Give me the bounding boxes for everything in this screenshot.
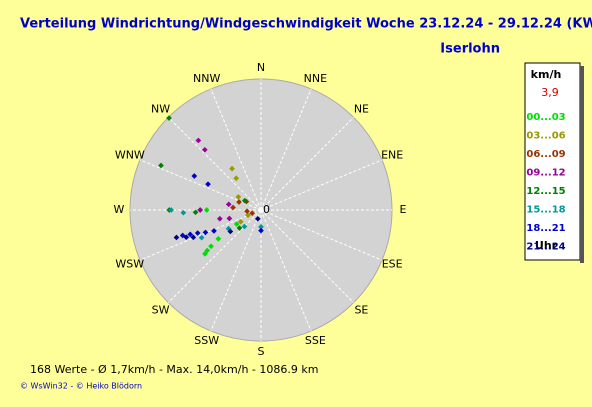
direction-label: WNW: [115, 149, 145, 162]
data-point: [233, 221, 240, 227]
legend-entry: 21...24: [526, 242, 565, 253]
legend-entry: 15...18: [526, 205, 565, 216]
data-point: [198, 234, 205, 241]
data-point: [215, 235, 222, 242]
legend-entry: 09...12: [526, 168, 565, 179]
data-point: [191, 173, 198, 179]
spoke: [260, 117, 354, 211]
direction-label: ESE: [382, 257, 403, 270]
data-point: [190, 234, 197, 241]
direction-label: ENE: [381, 149, 403, 162]
data-point: [192, 209, 199, 216]
data-point: [180, 209, 187, 216]
data-point: [258, 227, 264, 234]
spoke: [210, 88, 262, 211]
data-point: [237, 218, 244, 225]
data-point: [187, 231, 194, 238]
data-point: [258, 224, 264, 230]
data-point: [249, 210, 256, 217]
legend-shadow: [580, 66, 584, 263]
data-point: [208, 243, 214, 250]
data-point: [241, 223, 248, 230]
data-point: [235, 194, 242, 200]
data-point: [202, 146, 208, 153]
data-point: [241, 197, 248, 204]
direction-label: SSW: [194, 334, 219, 347]
direction-label: SE: [354, 303, 368, 316]
data-point: [225, 201, 232, 208]
data-point: [229, 165, 235, 172]
direction-label: SSE: [305, 334, 326, 347]
data-point: [236, 199, 242, 205]
stats: 168 Werte - Ø 1,7km/h - Max. 14,0km/h - …: [30, 363, 318, 376]
data-point: [158, 162, 164, 169]
data-point: [204, 247, 211, 254]
data-point: [173, 234, 180, 241]
legend-value: 3,9: [541, 86, 559, 99]
legend-footer: Uhr: [535, 239, 558, 252]
spoke: [260, 209, 354, 303]
direction-label: NW: [151, 103, 170, 116]
direction-label: S: [258, 345, 265, 358]
chart-subtitle: Iserlohn: [440, 42, 500, 57]
direction-label: NNE: [304, 72, 327, 85]
data-point: [244, 208, 250, 215]
copyright: © WsWin32 - © Heiko Blödorn: [20, 382, 142, 391]
legend-entry: 18...21: [526, 223, 565, 234]
legend-box: [524, 62, 581, 261]
direction-label: E: [400, 203, 407, 216]
direction-label: WSW: [115, 257, 144, 270]
spoke: [210, 209, 262, 332]
data-point: [202, 229, 209, 236]
direction-label: NE: [354, 103, 369, 116]
data-point: [236, 225, 243, 231]
direction-label: NNW: [193, 72, 220, 85]
r-tick-label: 0: [263, 203, 270, 216]
data-point: [226, 215, 233, 222]
spoke: [168, 117, 262, 211]
direction-label: N: [257, 61, 265, 74]
data-point: [211, 228, 217, 234]
legend-entry: 00...03: [526, 112, 565, 123]
data-point: [245, 212, 251, 219]
legend-title: km/h: [531, 68, 562, 81]
direction-label: SW: [152, 303, 170, 316]
data-point: [194, 230, 201, 236]
data-point: [166, 115, 172, 121]
spoke: [260, 209, 383, 261]
data-point: [203, 207, 210, 213]
data-point: [195, 137, 202, 144]
direction-label: W: [114, 203, 125, 216]
spoke: [260, 88, 312, 211]
legend-entry: 12...15: [526, 186, 565, 197]
chart-title: Verteilung Windrichtung/Windgeschwindigk…: [20, 17, 592, 32]
data-point: [230, 204, 236, 211]
legend-entry: 03...06: [526, 131, 565, 142]
data-point: [205, 181, 211, 187]
spoke: [139, 209, 262, 261]
legend-entry: 06...09: [526, 149, 565, 160]
data-point: [168, 207, 174, 213]
spoke: [260, 159, 383, 211]
spoke: [260, 209, 312, 332]
data-point: [197, 207, 204, 213]
data-point: [216, 215, 223, 222]
data-point: [233, 175, 240, 182]
data-point: [183, 234, 190, 241]
